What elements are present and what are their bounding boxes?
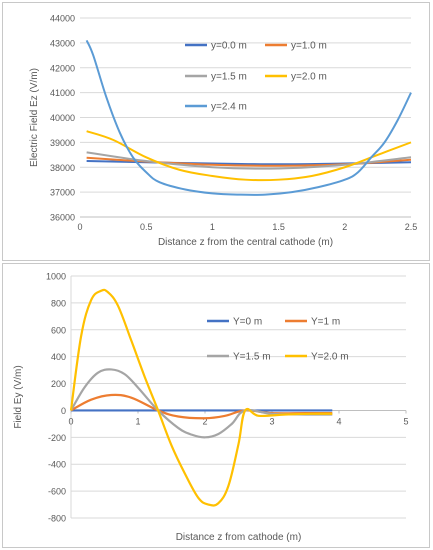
y-tick-label: -400 [48,460,66,470]
x-tick-label: 3 [269,416,274,426]
legend-label: y=2.4 m [211,102,247,113]
x-axis-title: Distance z from the central cathode (m) [158,237,333,248]
x-axis-title: Distance z from cathode (m) [176,532,302,543]
y-tick-label: 200 [51,379,66,389]
x-tick-label: 2.5 [405,222,418,232]
x-tick-label: 5 [403,416,408,426]
x-tick-label: 1 [135,416,140,426]
x-tick-label: 1 [210,222,215,232]
y-tick-label: 44000 [50,14,75,24]
legend-label: y=1.0 m [291,41,327,52]
x-tick-label: 4 [336,416,341,426]
y-tick-label: 39000 [50,138,75,148]
ez-chart: 36000 37000 38000 39000 40000 41000 42000 43000… [29,14,418,249]
y-tick-label: -800 [48,514,66,524]
series-line-y-2-4-m [85,39,412,196]
x-tick-label: 1.5 [272,222,285,232]
ez-chart-panel: 36000 37000 38000 39000 40000 41000 42000 43000… [2,2,430,261]
series-line-y-1-5-m [70,368,333,439]
y-tick-label: 400 [51,352,66,362]
y-tick-label: 0 [61,406,66,416]
y-tick-label: 600 [51,325,66,335]
x-tick-label: 2 [342,222,347,232]
x-tick-label: 0.5 [140,222,153,232]
legend-label: Y=1.5 m [233,352,271,363]
series-line-y-2-0-m [86,130,412,182]
y-tick-label: -600 [48,487,66,497]
x-tick-label: 0 [68,416,73,426]
legend-label: Y=2.0 m [311,352,349,363]
y-tick-label: 42000 [50,63,75,73]
y-axis-title: Field Ey (V/m) [13,365,24,428]
series-line-y-2-0-m [69,288,333,507]
y-tick-label: 40000 [50,113,75,123]
x-tick-label: 0 [77,222,82,232]
y-tick-label: 36000 [50,213,75,223]
y-tick-label: 43000 [50,38,75,48]
y-tick-label: 41000 [50,88,75,98]
x-tick-label: 2 [202,416,207,426]
y-axis-title: Electric Field Ez (V/m) [29,68,40,167]
y-tick-label: -200 [48,433,66,443]
legend-label: y=2.0 m [291,72,327,83]
y-tick-label: 1000 [46,272,66,282]
legend-label: y=1.5 m [211,72,247,83]
y-tick-label: 38000 [50,163,75,173]
y-tick-label: 800 [51,298,66,308]
y-tick-label: 37000 [50,188,75,198]
ey-chart-panel: -800 -600 -400 -200 0 200 400 600 800 1000 0 1 2 3 4 5 D… [2,263,430,548]
legend-label: Y=0 m [233,317,262,328]
legend-label: Y=1 m [311,317,340,328]
legend-label: y=0.0 m [211,41,247,52]
